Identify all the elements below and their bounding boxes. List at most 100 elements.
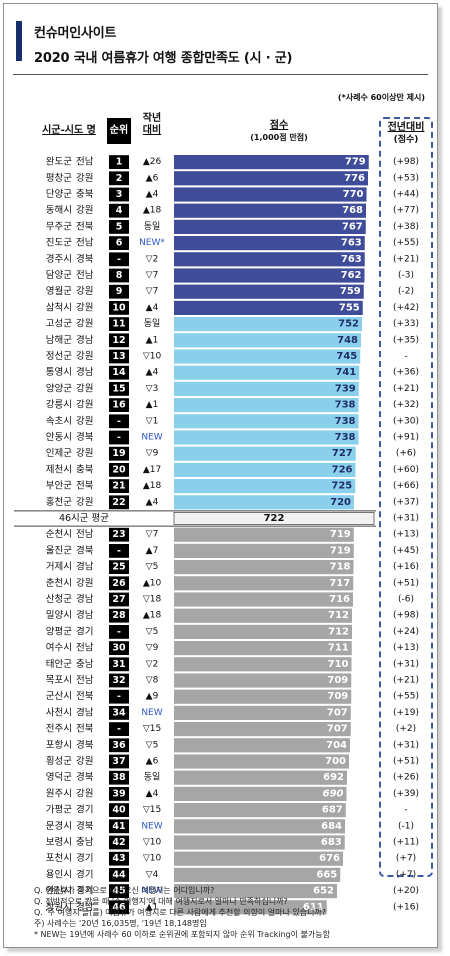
score-bar	[174, 770, 347, 785]
rank-cell	[109, 738, 129, 753]
city-label: 순천시	[46, 529, 72, 540]
prev-rank-change: ▽9	[146, 449, 159, 459]
prev-rank-change: ▽10	[143, 854, 162, 864]
prev-rank-change: ▲4	[146, 368, 159, 378]
province-label: 전북	[76, 691, 94, 702]
province-label: 경남	[76, 334, 94, 346]
province-label: 경기	[76, 804, 93, 816]
city-label: 인제군	[46, 448, 72, 459]
score-bar	[174, 252, 365, 267]
city-label: 창원시	[46, 902, 72, 913]
rank-cell	[109, 187, 129, 202]
city-label: 양양군	[46, 383, 72, 394]
province-label: 경남	[76, 561, 94, 573]
rank-cell	[109, 268, 129, 283]
score-label: 690	[323, 788, 344, 799]
yoy-change-label: (+21)	[393, 676, 419, 686]
rank-label: 12	[112, 335, 125, 346]
city-label: 양평군	[46, 626, 72, 637]
province-label: 강원	[76, 416, 93, 427]
rank-label: -	[117, 545, 121, 556]
score-bar	[174, 722, 351, 737]
province-label: 전북	[76, 221, 94, 232]
province-label: 강원	[76, 400, 93, 411]
rank-cell	[109, 673, 129, 688]
score-label: 709	[327, 675, 348, 686]
rank-cell	[109, 884, 129, 898]
region-column-header: 시군-시도 명	[42, 125, 96, 136]
average-label: 46시군 평균	[59, 513, 109, 524]
city-label: 태안군	[46, 659, 72, 670]
yoy-change-label: (+6)	[396, 449, 416, 459]
score-label: 683	[321, 837, 342, 848]
score-bar	[174, 884, 337, 899]
score-label: 767	[342, 221, 363, 232]
title-divider	[13, 74, 428, 75]
yoy-change-label: (+45)	[393, 546, 419, 556]
score-bar	[174, 608, 352, 623]
score-label: 652	[313, 886, 334, 897]
city-label: 남해군	[46, 334, 72, 346]
change-header-line1: 전년대비	[387, 122, 425, 133]
footnote-q2: Q. 전반적으로 봤을 때 '주 여행지'에 대해 여행지로서 얼마나 만족하십…	[34, 897, 288, 906]
rank-cell	[109, 544, 129, 558]
rank-label: 20	[112, 464, 126, 475]
city-label: 강릉시	[46, 400, 72, 411]
city-label: 용인시	[46, 869, 72, 880]
yoy-change-label: (+39)	[393, 789, 419, 799]
yoy-change-label: (+30)	[393, 416, 419, 426]
prev-header-line1: 작년	[142, 113, 162, 124]
prev-rank-change: ▽7	[146, 530, 159, 540]
yoy-change-label: (+33)	[393, 319, 419, 329]
city-label: 영월군	[46, 285, 72, 297]
province-label: 강원	[76, 286, 93, 297]
province-label: 경기	[76, 885, 93, 897]
score-bar	[174, 754, 349, 769]
average-bar	[173, 511, 375, 525]
prev-rank-change: ▽7	[146, 287, 159, 297]
prev-rank-change: ▽15	[143, 724, 161, 734]
score-bar	[174, 349, 361, 364]
prev-rank-change: ▽5	[146, 627, 159, 637]
yoy-change-label: (+55)	[393, 238, 419, 248]
average-score-label: 722	[264, 513, 285, 524]
prev-rank-change: NEW	[141, 433, 162, 443]
city-label: 안산시	[46, 886, 72, 897]
rank-label: 4	[116, 205, 123, 216]
rank-cell	[109, 851, 129, 866]
score-bar	[174, 381, 359, 396]
score-label: 718	[330, 562, 351, 573]
score-label: 716	[329, 594, 350, 605]
prev-rank-change: ▽1	[146, 416, 159, 426]
score-bar	[174, 803, 346, 818]
score-label: 692	[323, 772, 344, 783]
province-label: 전남	[76, 529, 94, 540]
prev-column-header: 작년 대비	[132, 113, 172, 137]
city-label: 안동시	[46, 432, 72, 443]
rank-label: 1	[116, 157, 123, 168]
yoy-change-label: (+42)	[393, 303, 419, 313]
city-label: 경주시	[46, 253, 72, 265]
score-bar	[174, 333, 361, 348]
yoy-change-label: (+11)	[393, 838, 419, 848]
prev-rank-change: ▲1	[146, 400, 159, 410]
score-bar	[174, 495, 354, 510]
score-bar	[174, 187, 367, 202]
score-label: 611	[303, 902, 324, 913]
score-label: 665	[316, 869, 337, 880]
score-label: 725	[331, 481, 352, 492]
yoy-change-label: (-6)	[398, 595, 414, 605]
change-column-box	[379, 117, 433, 877]
province-label: 전북	[76, 724, 94, 735]
prev-rank-change: ▽2	[146, 254, 159, 264]
yoy-change-label: (+21)	[393, 254, 419, 264]
prev-header-line2: 대비	[142, 125, 162, 136]
city-label: 목포시	[46, 675, 72, 686]
rank-label: 27	[112, 594, 125, 605]
province-label: 강원	[76, 351, 93, 362]
rank-label: 34	[112, 707, 126, 718]
score-label: 684	[321, 821, 342, 832]
score-label: 710	[328, 659, 349, 670]
province-label: 경기	[76, 625, 93, 637]
page-title: 2020 국내 여름휴가 여행 종합만족도 (시 · 군)	[34, 51, 293, 66]
